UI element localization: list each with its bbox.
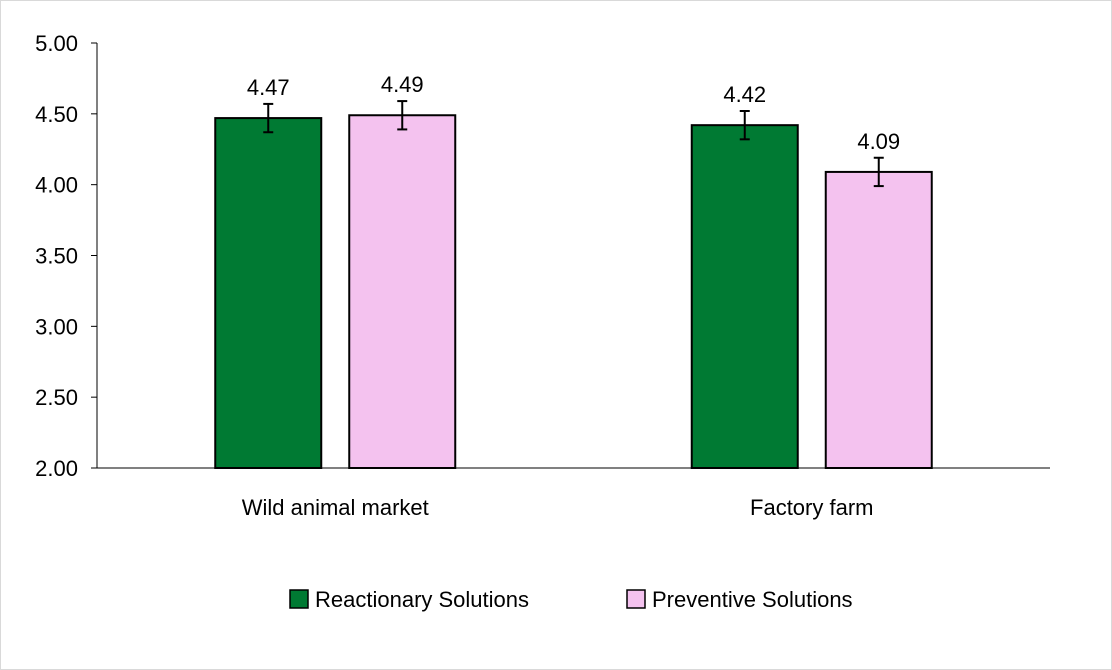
y-tick-label: 2.50 xyxy=(35,385,78,410)
y-tick-label: 4.50 xyxy=(35,102,78,127)
error-bars xyxy=(263,100,884,188)
x-tick-labels: Wild animal market Factory farm xyxy=(242,495,874,520)
bar xyxy=(690,124,799,470)
y-tick-label: 2.00 xyxy=(35,456,78,481)
y-tick-label: 4.00 xyxy=(35,173,78,198)
data-labels: 4.47 4.49 4.42 4.09 xyxy=(247,72,900,154)
legend-swatch xyxy=(626,589,646,609)
bar xyxy=(348,114,457,469)
data-label: 4.49 xyxy=(381,72,424,97)
data-label: 4.09 xyxy=(857,129,900,154)
y-tick-label: 5.00 xyxy=(35,31,78,56)
x-tick-label: Factory farm xyxy=(750,495,873,520)
legend: Reactionary Solutions Preventive Solution… xyxy=(289,587,853,612)
bars xyxy=(214,114,933,470)
y-tick-label: 3.50 xyxy=(35,244,78,269)
legend-label: Reactionary Solutions xyxy=(315,587,529,612)
data-label: 4.47 xyxy=(247,75,290,100)
bar xyxy=(214,117,323,469)
legend-swatch xyxy=(289,589,309,609)
y-tick-label: 3.00 xyxy=(35,314,78,339)
legend-label: Preventive Solutions xyxy=(652,587,853,612)
bar xyxy=(824,170,933,470)
x-tick-label: Wild animal market xyxy=(242,495,429,520)
data-label: 4.42 xyxy=(723,82,766,107)
